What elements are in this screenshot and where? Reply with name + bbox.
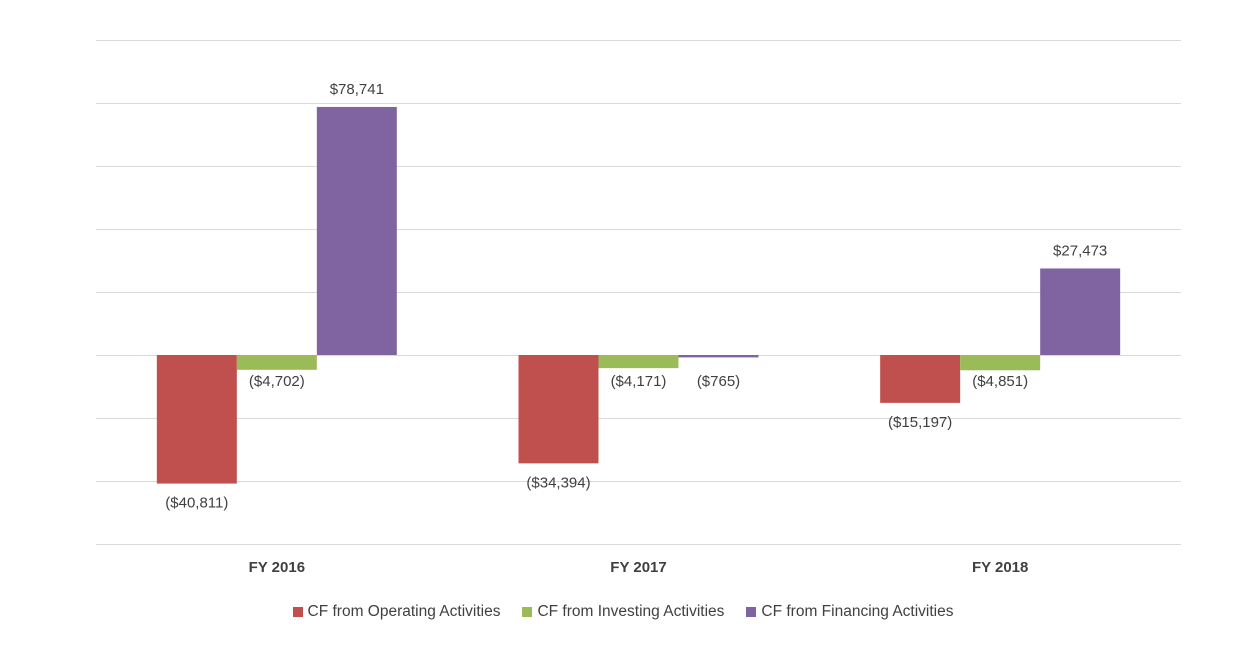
category-label: FY 2018	[972, 559, 1028, 576]
plot-area: ($40,811) ($4,702) $78,741 FY 2016 ($34,394)…	[96, 40, 1181, 576]
legend-swatch-financing	[746, 607, 757, 617]
legend-label-operating: CF from Operating Activities	[307, 603, 501, 620]
data-label: ($15,197)	[888, 414, 952, 431]
category-label: FY 2017	[610, 559, 666, 576]
bar	[960, 355, 1041, 371]
legend-swatch-investing	[522, 607, 533, 617]
bar	[316, 106, 397, 355]
data-label: ($4,851)	[972, 373, 1028, 390]
bar	[598, 355, 679, 369]
legend-label-financing: CF from Financing Activities	[761, 603, 954, 620]
data-label: ($765)	[697, 373, 740, 390]
data-label: ($4,171)	[611, 373, 667, 390]
legend-swatch-operating	[292, 607, 303, 617]
bar	[880, 355, 961, 403]
data-label: $27,473	[1053, 242, 1107, 259]
bar	[1040, 268, 1121, 355]
legend: CF from Operating Activities CF from Inv…	[0, 603, 1246, 621]
legend-label-investing: CF from Investing Activities	[537, 603, 725, 620]
bar	[236, 355, 317, 370]
data-label: ($40,811)	[165, 495, 228, 512]
bar	[518, 355, 599, 464]
data-label: ($34,394)	[526, 474, 590, 491]
bar	[156, 355, 237, 484]
data-label: $78,741	[330, 81, 384, 98]
legend-item-operating: CF from Operating Activities	[292, 603, 501, 621]
data-label: ($4,702)	[249, 373, 305, 390]
bar	[678, 355, 759, 358]
category-label: FY 2016	[249, 559, 305, 576]
legend-item-financing: CF from Financing Activities	[746, 603, 953, 621]
legend-item-investing: CF from Investing Activities	[522, 603, 724, 621]
